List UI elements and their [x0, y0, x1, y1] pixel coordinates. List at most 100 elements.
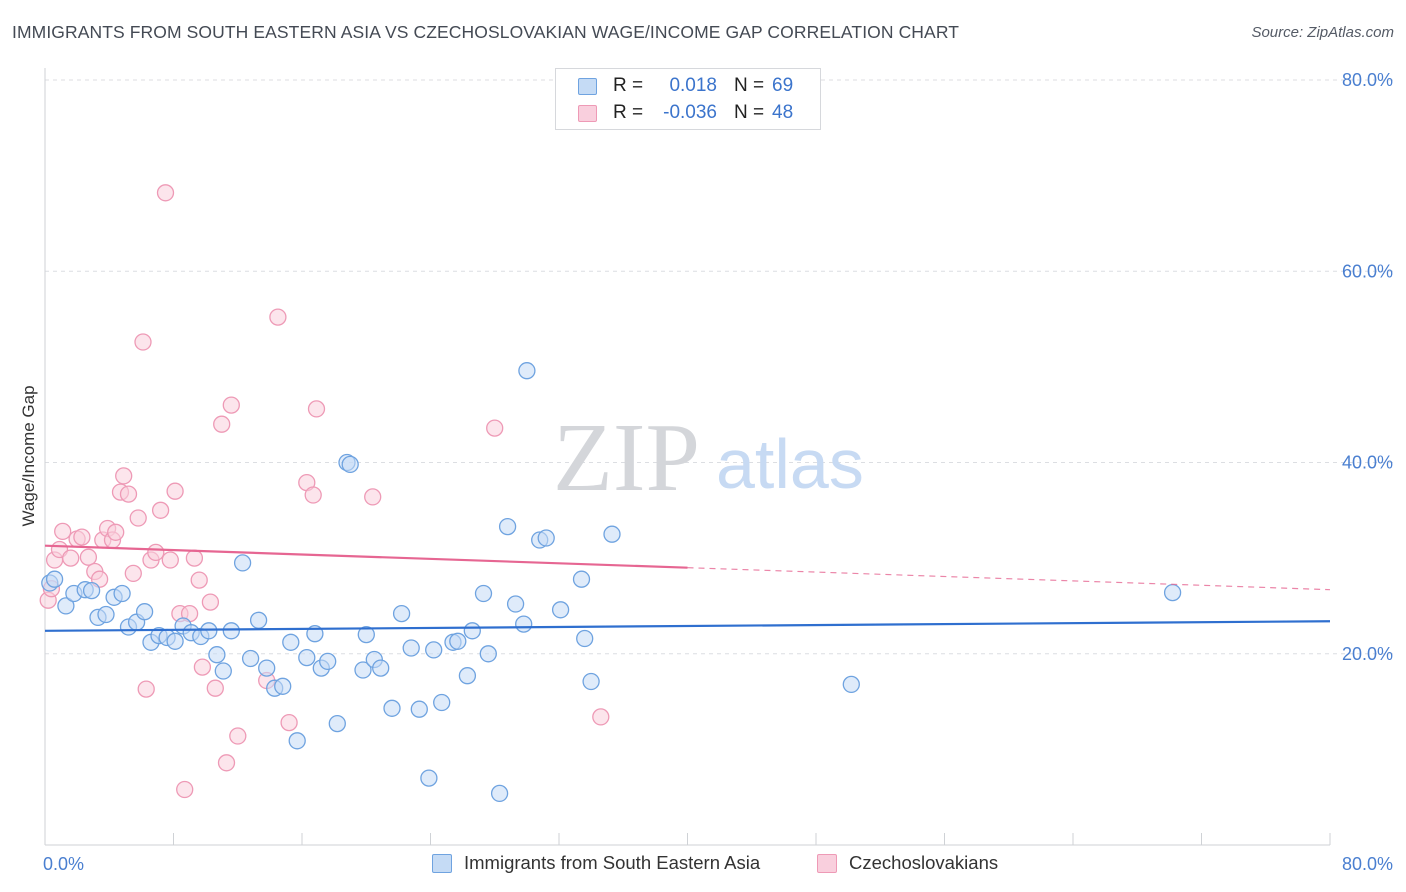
point-sea [1163, 583, 1182, 602]
point-sea [518, 362, 536, 380]
point-sea [402, 639, 420, 657]
point-sea [233, 554, 252, 572]
point-czech [62, 549, 80, 567]
point-czech [269, 308, 287, 326]
point-czech [79, 548, 98, 566]
point-sea [498, 517, 517, 536]
point-czech [592, 708, 610, 726]
point-sea [288, 732, 306, 750]
y-tick-labels: 20.0% 40.0% 60.0% 80.0% [1342, 70, 1393, 664]
point-czech [193, 658, 212, 676]
point-czech [304, 486, 322, 504]
x-tick-label: 80.0% [1342, 854, 1393, 874]
point-czech [134, 333, 152, 351]
y-tick-label: 20.0% [1342, 644, 1393, 664]
y-tick-label: 60.0% [1342, 261, 1393, 281]
point-czech [190, 571, 208, 589]
point-czech [201, 593, 220, 611]
n-label: N = [734, 102, 765, 123]
point-czech [119, 485, 138, 503]
watermark: ZIP atlas [553, 404, 864, 512]
point-czech [176, 780, 194, 799]
point-sea [282, 633, 300, 651]
point-sea [354, 661, 372, 679]
legend-swatch-pink [817, 854, 837, 873]
trend-lines [44, 544, 1331, 632]
point-sea [214, 662, 232, 680]
watermark-zip: ZIP [553, 404, 700, 512]
point-sea [166, 632, 184, 650]
point-sea [449, 632, 467, 650]
point-czech [217, 754, 236, 772]
gridlines [45, 79, 1393, 655]
point-sea [392, 604, 411, 623]
legend-swatch-pink [578, 105, 597, 122]
point-sea [425, 641, 443, 659]
point-czech [185, 549, 204, 567]
point-sea [433, 693, 451, 712]
point-sea [274, 677, 292, 695]
point-sea [506, 595, 525, 613]
y-axis-title: Wage/Income Gap [19, 385, 38, 526]
watermark-atlas: atlas [716, 425, 864, 503]
point-sea [537, 529, 555, 547]
point-sea [328, 714, 346, 733]
axes [44, 68, 1331, 846]
point-sea [372, 659, 390, 677]
point-sea [113, 584, 131, 603]
point-sea [842, 675, 860, 694]
r-value: 0.018 [669, 75, 717, 96]
point-czech [115, 467, 133, 485]
y-tick-label: 80.0% [1342, 70, 1393, 90]
point-sea [97, 605, 115, 624]
r-label: R = [613, 75, 644, 96]
point-sea [57, 597, 75, 615]
point-czech [213, 415, 231, 433]
point-czech [147, 543, 165, 562]
point-sea [576, 629, 594, 648]
point-czech [107, 523, 125, 541]
x-tick-label: 0.0% [43, 854, 84, 874]
point-czech [280, 713, 298, 732]
point-sea [410, 700, 428, 718]
trend-line-sea [44, 620, 1331, 632]
n-value: 69 [772, 75, 794, 96]
point-czech [54, 522, 72, 541]
point-sea [341, 455, 359, 474]
data-points [39, 184, 1182, 803]
point-czech [156, 184, 175, 202]
x-tick-labels: 0.0% 80.0% [43, 854, 1393, 874]
point-sea [208, 646, 226, 664]
y-tick-label: 40.0% [1342, 453, 1393, 473]
point-sea [582, 672, 600, 691]
point-sea [222, 622, 240, 640]
chart-title: IMMIGRANTS FROM SOUTH EASTERN ASIA VS CZ… [12, 22, 960, 42]
point-czech [161, 551, 179, 569]
legend-swatch-blue [432, 854, 452, 873]
legend-label: Immigrants from South Eastern Asia [464, 852, 761, 873]
point-czech [124, 564, 142, 583]
n-value: 48 [772, 102, 794, 123]
legend-swatch-blue [578, 78, 597, 95]
point-sea [515, 615, 533, 633]
point-sea [200, 622, 218, 640]
point-sea [551, 601, 570, 619]
point-czech [486, 419, 504, 437]
point-czech [73, 528, 91, 546]
point-czech [166, 482, 184, 500]
point-sea [357, 625, 375, 644]
point-sea [319, 652, 337, 671]
point-czech [364, 488, 382, 506]
point-sea [490, 784, 509, 803]
point-sea [463, 622, 481, 640]
point-sea [474, 584, 493, 603]
point-sea [135, 603, 154, 621]
point-czech [129, 509, 147, 527]
point-sea [298, 648, 316, 667]
point-sea [82, 581, 101, 600]
stats-row-sea: R = 0.018 N = 69 [556, 74, 820, 100]
point-czech [229, 727, 247, 745]
trend-line-czech-extension [687, 567, 1331, 591]
point-sea [383, 699, 401, 717]
